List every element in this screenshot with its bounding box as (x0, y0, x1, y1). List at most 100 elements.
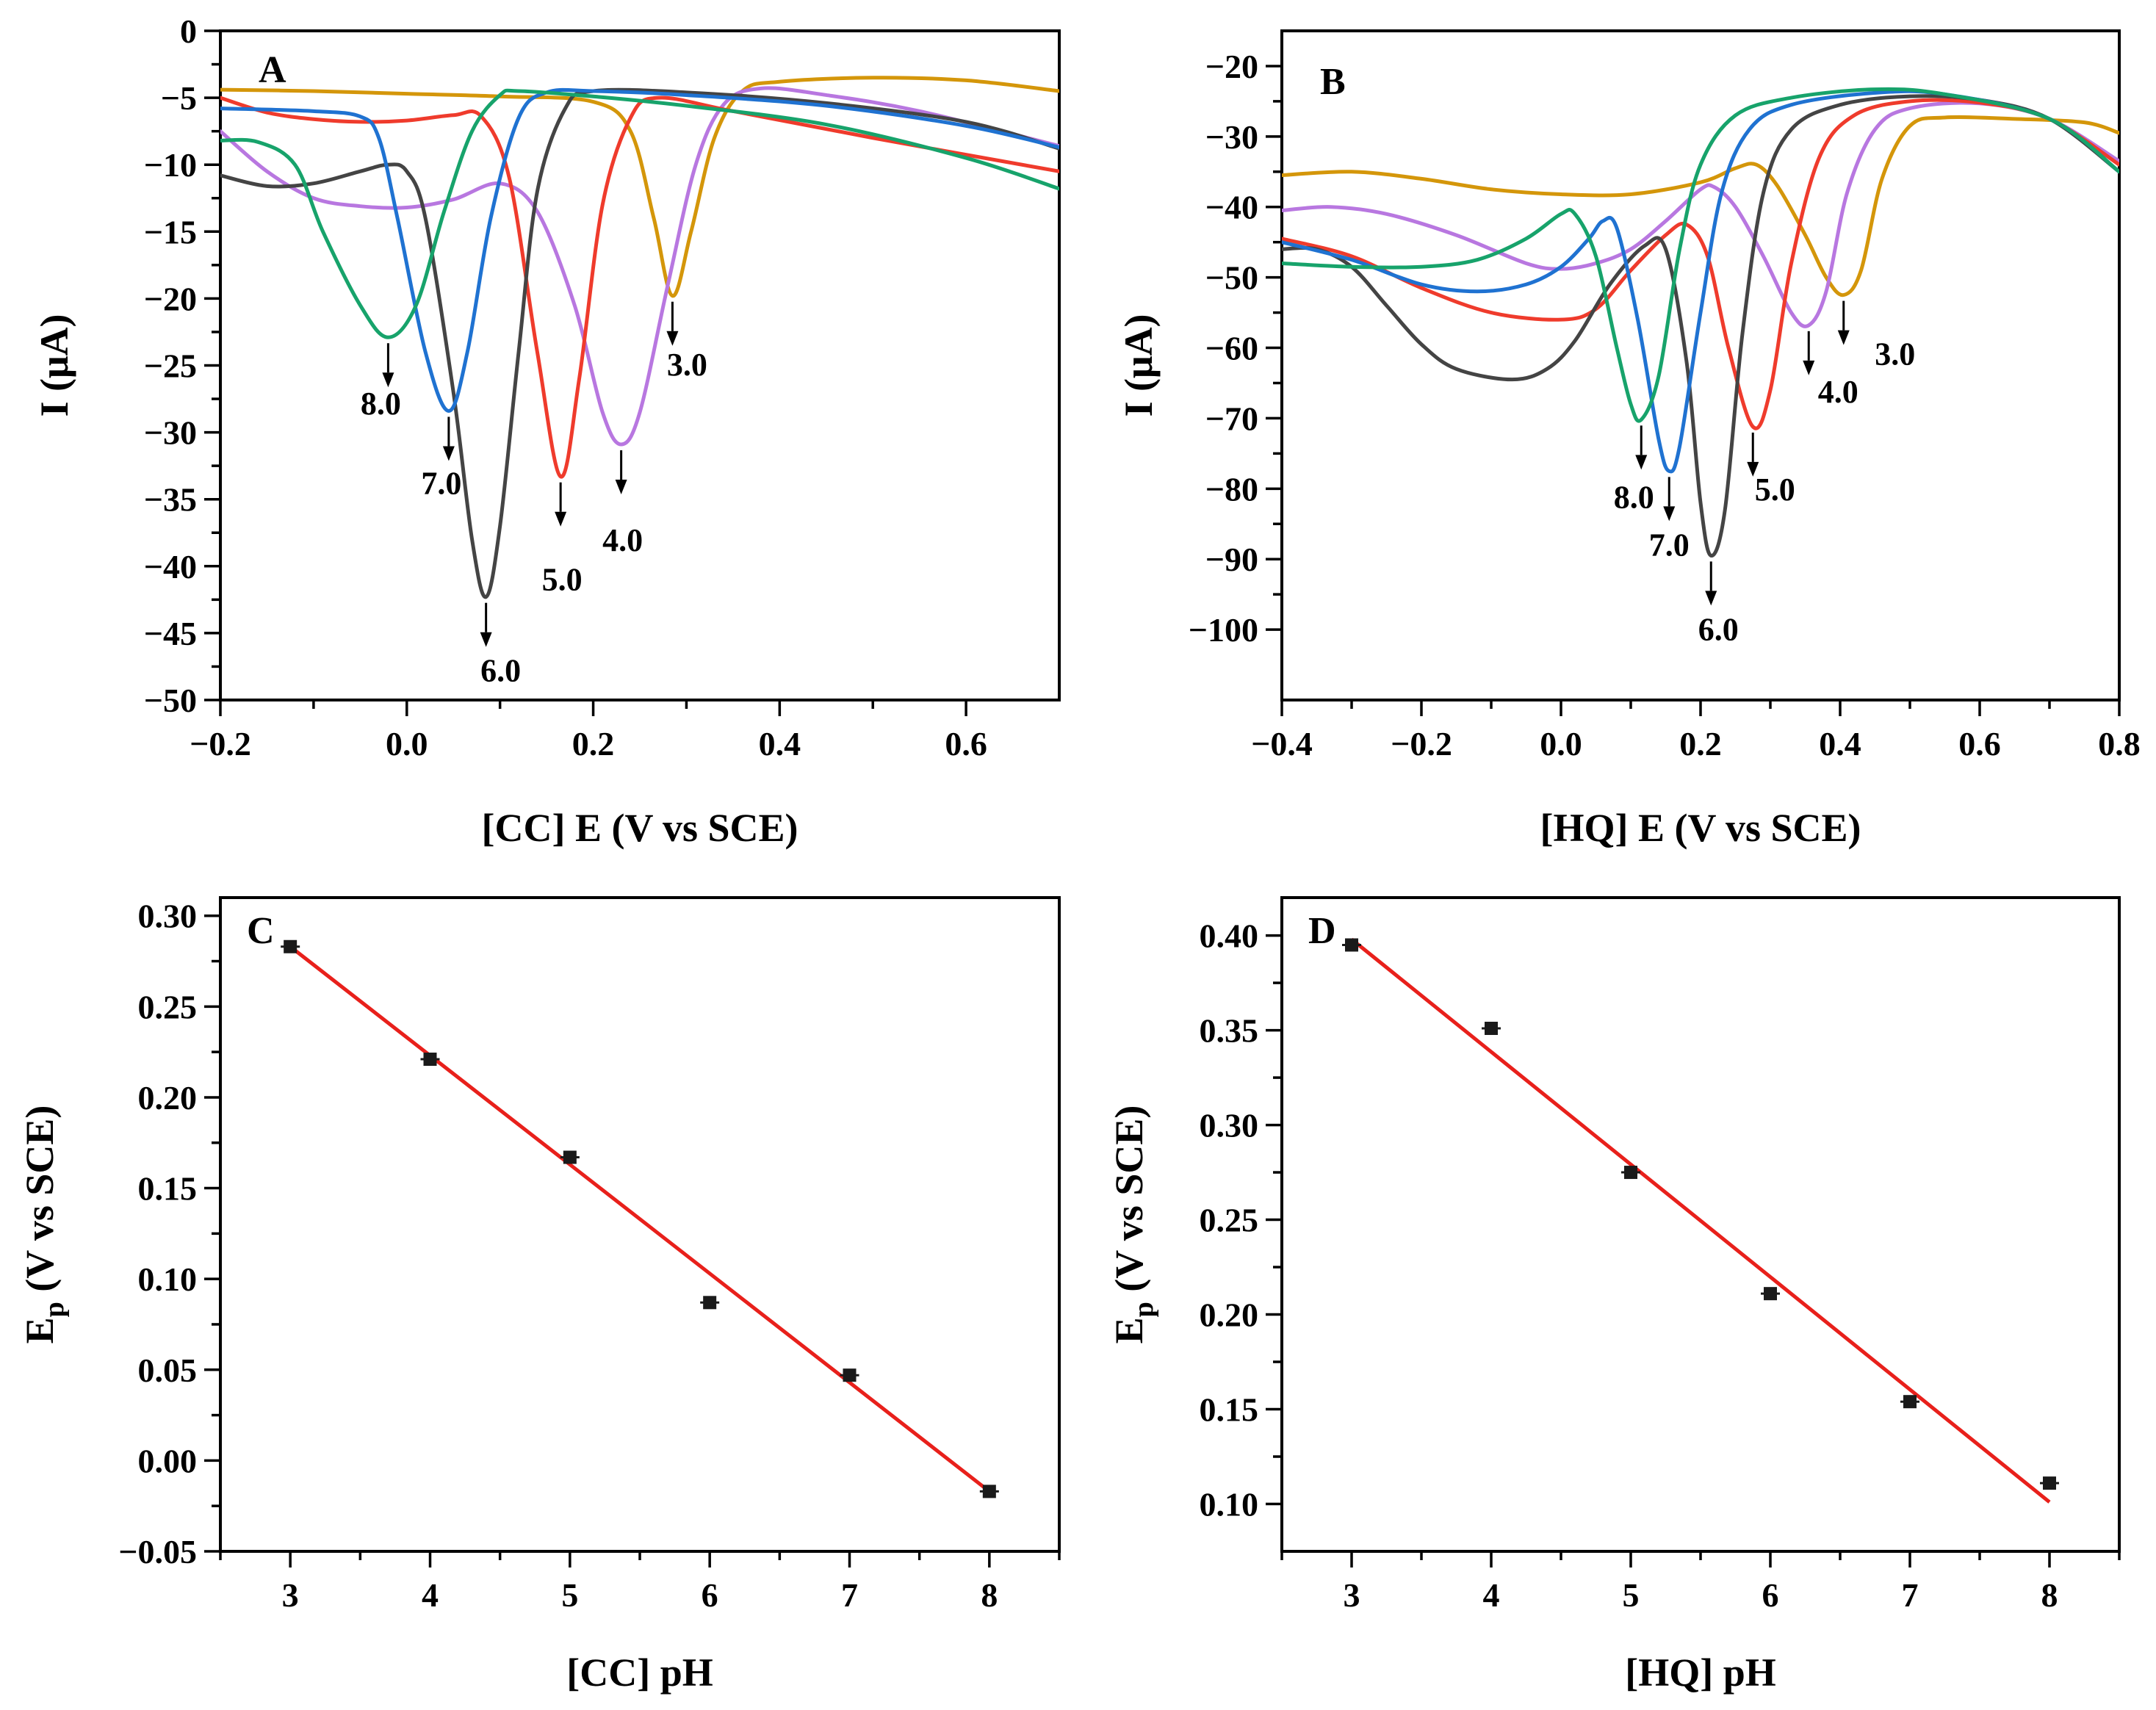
panel-D: 3 4 5 6 7 8 0.40 0.35 0.30 0.25 0.20 0.15 0.10 [HQ] p… (1107, 896, 2121, 1695)
series-line-ph-5-0 (1282, 98, 2119, 430)
x-tick-label: −0.2 (1391, 725, 1452, 762)
x-tick-label: 4 (1483, 1576, 1500, 1614)
y-axis-title: Ep (V vs SCE) (18, 1105, 70, 1344)
y-tick-label: −40 (1205, 189, 1258, 226)
x-tick-label: −0.4 (1251, 725, 1313, 762)
x-tick-label: 0.6 (1958, 725, 2001, 762)
y-tick-label: 0.40 (1200, 917, 1259, 955)
peak-label-ph-7-0: 7.0 (1649, 527, 1690, 563)
y-tick-label: −25 (144, 347, 197, 385)
y-tick-label: −20 (1205, 48, 1258, 85)
x-tick-label: −0.2 (190, 725, 251, 762)
y-axis-title: I (μA) (1117, 314, 1161, 416)
plot-frame (1280, 29, 2121, 701)
peak-label-ph-7-0: 7.0 (421, 465, 461, 501)
peak-label-ph-4-0: 4.0 (1818, 374, 1858, 410)
x-tick-label: 0.8 (2098, 725, 2141, 762)
x-tick-label: 0.4 (1819, 725, 1861, 762)
series-line-ph-6-0 (1282, 94, 2119, 558)
x-axis-title: [HQ] pH (1625, 1651, 1776, 1695)
y-tick-label: 0.30 (1200, 1107, 1259, 1144)
curves (220, 76, 1059, 599)
series-line-ph-8-0 (1282, 87, 2119, 423)
y-tick-label: −80 (1205, 470, 1258, 508)
y-tick-label: −35 (144, 481, 197, 519)
peak-arrow-head (442, 446, 455, 461)
peak-arrow-head (666, 331, 679, 346)
y-tick-label: −0.05 (118, 1533, 197, 1570)
y-tick-label: 0.15 (138, 1170, 198, 1208)
x-tick-label: 6 (702, 1576, 718, 1614)
series-line-ph-7-0 (1282, 89, 2119, 474)
y-axis-title-subscript: p (39, 1302, 70, 1317)
y-axis-title: Ep (V vs SCE) (1107, 1105, 1159, 1344)
panel-label: C (247, 910, 275, 952)
x-tick-label: 0.0 (386, 725, 428, 762)
y-tick-label: −40 (144, 548, 197, 585)
curves (1282, 87, 2119, 558)
peak-arrow-head (1747, 461, 1759, 477)
peak-arrow-head (1803, 360, 1815, 375)
linear-fit-line (289, 945, 991, 1493)
peak-label-ph-8-0: 8.0 (1614, 479, 1654, 515)
peak-arrow-head (1663, 506, 1676, 522)
y-tick-label: 0.35 (1200, 1012, 1259, 1050)
peak-label-ph-5-0: 5.0 (1755, 472, 1795, 508)
x-tick-label: 7 (841, 1576, 858, 1614)
peak-label-ph-6-0: 6.0 (480, 653, 521, 689)
y-axis-title-rest: (V vs SCE) (1107, 1105, 1151, 1302)
series-line-ph-3-0 (220, 76, 1059, 298)
panel-label: D (1308, 910, 1336, 952)
linear-fit-line (1350, 937, 2051, 1504)
y-tick-label: −20 (144, 280, 197, 317)
plot-frame (1280, 896, 2121, 1553)
y-tick-label: −45 (144, 615, 197, 652)
y-tick-label: 0.25 (1200, 1202, 1259, 1239)
panel-C: 3 4 5 6 7 8 0.30 0.25 0.20 0.15 0.10 0.05 0.00 −0.05 [… (18, 896, 1061, 1695)
y-tick-label: −100 (1189, 611, 1258, 649)
x-tick-label: 0.2 (572, 725, 615, 762)
y-tick-label: 0.30 (138, 898, 198, 935)
peak-arrow-head (1635, 455, 1648, 470)
peak-arrow-head (555, 511, 567, 527)
y-tick-label: 0.10 (138, 1260, 198, 1298)
series-line-ph-7-0 (220, 87, 1059, 413)
x-axis-title: [CC] E (V vs SCE) (481, 806, 798, 850)
panel-label: B (1320, 61, 1346, 103)
peak-label-ph-3-0: 3.0 (667, 347, 707, 383)
x-tick-label: 8 (2041, 1576, 2058, 1614)
x-tick-label: 4 (422, 1576, 439, 1614)
x-tick-label: 8 (981, 1576, 998, 1614)
y-axis-title: I (μA) (32, 314, 76, 416)
x-tick-label: 0.2 (1679, 725, 1722, 762)
x-tick-label: 5 (561, 1576, 578, 1614)
y-tick-label: 0.15 (1200, 1391, 1259, 1429)
y-tick-label: −50 (144, 682, 197, 719)
y-tick-label: 0 (180, 12, 197, 50)
x-tick-label: 5 (1623, 1576, 1640, 1614)
y-tick-label: 0.25 (138, 988, 198, 1025)
x-tick-label: 6 (1762, 1576, 1779, 1614)
peak-arrow-head (615, 479, 627, 494)
peak-arrow-head (480, 632, 492, 647)
x-axis-title: [CC] pH (566, 1651, 713, 1695)
series-line-ph-4-0 (220, 86, 1059, 447)
y-tick-label: −30 (144, 414, 197, 452)
peak-arrow-head (1837, 330, 1850, 345)
y-tick-label: −5 (161, 79, 197, 117)
x-tick-label: 7 (1902, 1576, 1919, 1614)
y-tick-label: 0.20 (1200, 1296, 1259, 1334)
plot-frame (219, 896, 1061, 1553)
peak-label-ph-6-0: 6.0 (1698, 611, 1739, 647)
peak-arrow-head (1705, 591, 1717, 606)
y-axis-title-main: E (1107, 1317, 1151, 1343)
y-tick-label: −90 (1205, 541, 1258, 578)
x-tick-label: 0.6 (945, 725, 987, 762)
panel-A: −0.2 0.0 0.2 0.4 0.6 0 −5 −10 −15 −20 −25 −30 −35 −40… (32, 12, 1061, 850)
y-axis-title-subscript: p (1128, 1302, 1159, 1317)
panel-B: −0.4 −0.2 0.0 0.2 0.4 0.6 0.8 −20 −30 −40 −50 −60 −7… (1117, 29, 2141, 850)
series-line-ph-4-0 (1282, 101, 2119, 328)
x-tick-label: 0.4 (759, 725, 801, 762)
panel-label: A (259, 49, 286, 91)
